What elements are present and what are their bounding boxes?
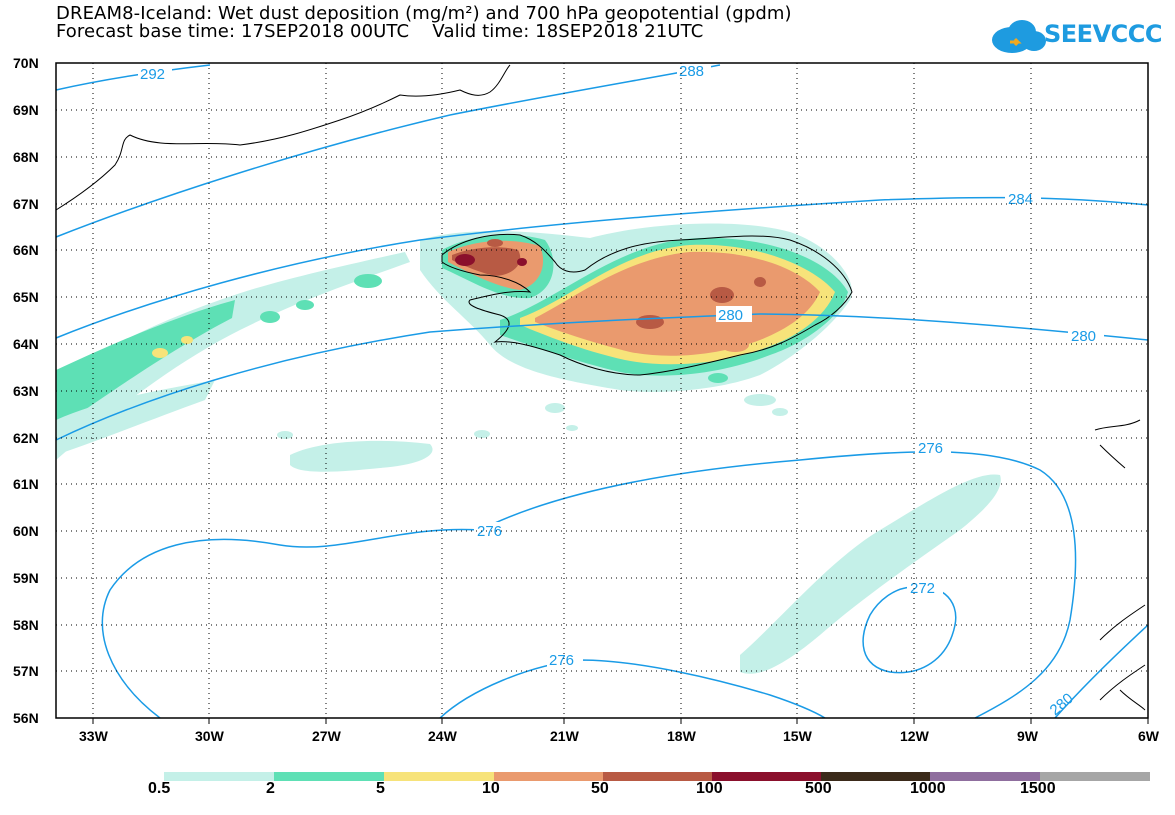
lat-label: 65N — [13, 289, 39, 305]
legend-label: 100 — [696, 780, 723, 797]
contour-272 — [862, 585, 957, 674]
legend-swatch — [603, 772, 712, 781]
contour-label-292: 292 — [140, 66, 165, 83]
lat-label: 64N — [13, 336, 39, 352]
lon-label: 21W — [550, 728, 580, 744]
legend-label: 50 — [591, 780, 609, 797]
tick-marks — [92, 718, 1149, 724]
contour-284 — [55, 196, 1149, 339]
legend-label: 10 — [482, 780, 500, 797]
contour-label-280-se: 280 — [1047, 690, 1077, 719]
dust-nw-dark — [452, 247, 521, 276]
lon-label: 30W — [195, 728, 225, 744]
lat-label: 56N — [13, 710, 39, 726]
dust-mid-patch — [290, 440, 433, 472]
legend-swatch — [712, 772, 821, 781]
contour-label-276-west: 276 — [477, 523, 502, 540]
legend-label: 2 — [266, 780, 275, 797]
lon-label: 18W — [667, 728, 697, 744]
contour-280 — [55, 313, 1149, 441]
lat-label: 66N — [13, 242, 39, 258]
map-frame — [55, 62, 1149, 719]
lat-label: 70N — [13, 55, 39, 71]
legend-label: 5 — [376, 780, 385, 797]
dust-band-west-core — [56, 300, 235, 430]
contour-label-284: 284 — [1008, 191, 1033, 208]
lon-label: 24W — [428, 728, 458, 744]
seevccc-logo — [992, 20, 1046, 53]
geopotential-contours — [55, 64, 1149, 719]
legend-label: 1000 — [910, 780, 946, 797]
lat-labels: 70N 69N 68N 67N 66N 65N 64N 63N 62N 61N … — [13, 55, 39, 726]
legend-label: 1500 — [1020, 780, 1056, 797]
lat-label: 60N — [13, 523, 39, 539]
legend-label: 500 — [805, 780, 832, 797]
lon-label: 12W — [900, 728, 930, 744]
lon-label: 33W — [79, 728, 109, 744]
lon-label: 15W — [783, 728, 813, 744]
lon-label: 6W — [1138, 728, 1160, 744]
lat-label: 69N — [13, 102, 39, 118]
lat-label: 62N — [13, 430, 39, 446]
lat-label: 57N — [13, 663, 39, 679]
legend-swatch — [494, 772, 603, 781]
dust-central-orange — [535, 251, 820, 356]
coastlines — [55, 64, 1146, 711]
lat-label: 58N — [13, 617, 39, 633]
gridlines — [56, 63, 1148, 718]
legend-label: 0.5 — [148, 780, 171, 797]
contour-label-288: 288 — [679, 63, 704, 80]
legend-swatch — [1040, 772, 1150, 781]
greenland-coast — [55, 64, 511, 211]
contour-label-280-east: 280 — [1071, 328, 1096, 345]
dust-sw-plume — [56, 380, 215, 455]
lat-label: 63N — [13, 383, 39, 399]
logo-text: SEEVCCC — [1044, 20, 1163, 48]
lon-label: 9W — [1017, 728, 1039, 744]
legend-swatch — [384, 772, 494, 781]
contour-label-280: 280 — [718, 307, 743, 324]
legend-swatch — [164, 772, 274, 781]
legend-colorbar — [164, 772, 1150, 781]
contour-label-276-south: 276 — [549, 652, 574, 669]
contour-280-se — [1054, 624, 1149, 719]
lat-label: 68N — [13, 149, 39, 165]
contour-label-276-north: 276 — [918, 440, 943, 457]
contour-label-272: 272 — [910, 580, 935, 597]
cloud-icon — [992, 20, 1046, 53]
legend-swatch — [274, 772, 384, 781]
dust-shading — [56, 223, 1001, 674]
lon-label: 27W — [312, 728, 342, 744]
legend-swatch — [930, 772, 1040, 781]
faroe-coast — [1094, 419, 1141, 469]
scotland-coast — [1099, 604, 1146, 711]
iceland-coast — [441, 233, 853, 376]
map-subtitle: Forecast base time: 17SEP2018 00UTC Vali… — [56, 21, 704, 42]
lon-labels: 33W 30W 27W 24W 21W 18W 15W 12W 9W 6W — [79, 728, 1160, 744]
dust-east-band — [740, 474, 1001, 674]
contour-276-main — [101, 451, 1077, 719]
contour-292 — [55, 64, 211, 91]
lat-label: 67N — [13, 196, 39, 212]
map-title: DREAM8-Iceland: Wet dust deposition (mg/… — [56, 3, 792, 24]
lat-label: 59N — [13, 570, 39, 586]
contour-276-south — [439, 659, 826, 719]
legend-swatch — [821, 772, 930, 781]
lat-label: 61N — [13, 476, 39, 492]
contour-288 — [55, 64, 721, 238]
